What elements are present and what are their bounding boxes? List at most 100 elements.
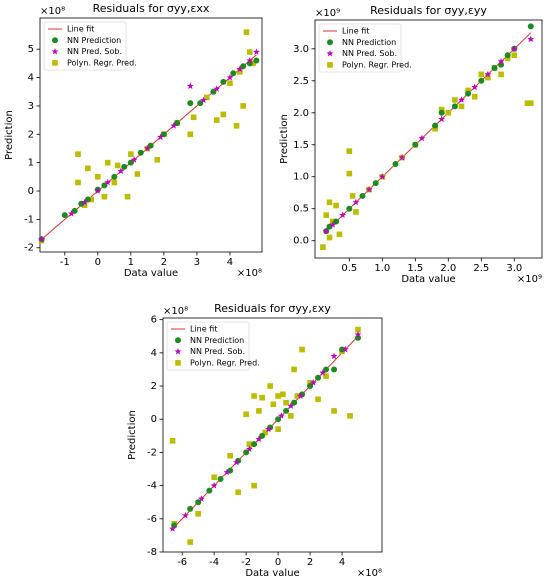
sob-point <box>143 144 151 152</box>
sob-point <box>378 173 386 180</box>
nn-point <box>451 103 458 110</box>
sob-point <box>117 167 125 175</box>
poly-point <box>240 103 246 109</box>
x-tick-label: 1 <box>128 257 134 268</box>
sob-point <box>330 352 338 360</box>
sob-point <box>398 153 406 161</box>
poly-point <box>124 193 131 200</box>
poly-point <box>220 111 227 118</box>
legend-box <box>166 321 250 371</box>
nn-point <box>331 366 338 373</box>
poly-point <box>243 29 250 35</box>
poly-point <box>349 193 356 199</box>
x-tick-label: 0 <box>95 257 101 268</box>
sob-point <box>319 369 327 376</box>
nn-point <box>127 159 134 166</box>
nn-point <box>84 196 91 203</box>
poly-point <box>307 379 313 386</box>
y-axis-label: Prediction <box>279 114 290 164</box>
nn-point <box>283 407 290 414</box>
sob-point <box>236 65 244 72</box>
y-tick-label: 0.0 <box>293 236 309 247</box>
poly-point <box>458 103 465 110</box>
poly-point <box>175 360 181 366</box>
poly-point <box>246 49 253 55</box>
poly-point <box>246 441 253 447</box>
poly-point <box>333 202 339 209</box>
poly-point <box>323 212 330 218</box>
sob-point <box>157 133 164 141</box>
nn-point <box>465 90 472 97</box>
x-tick-label: 4 <box>227 257 233 268</box>
subplot: Residuals for σyy,εxx Data value Predictio… <box>4 2 263 279</box>
sob-point <box>51 48 59 55</box>
sob-point <box>471 83 479 91</box>
poly-point <box>187 131 194 138</box>
sob-point <box>245 445 253 453</box>
x-tick-label: 2.0 <box>440 263 456 274</box>
legend-label: Polyn. Regr. Pred. <box>342 60 412 69</box>
poly-point <box>280 391 286 398</box>
x-tick-label: -1 <box>60 257 70 268</box>
nn-point <box>326 223 333 230</box>
y-tick-label: -8 <box>147 547 157 558</box>
legend-label: Polyn. Regr. Pred. <box>67 58 137 67</box>
sob-point <box>197 495 205 502</box>
x-tick-label: -6 <box>177 557 187 568</box>
nn-point <box>147 142 154 149</box>
legend-label: NN Prediction <box>67 36 121 45</box>
poly-point <box>347 413 353 419</box>
poly-point <box>346 148 353 154</box>
x-offset-label: ×10⁸ <box>237 268 262 279</box>
poly-point <box>111 179 118 186</box>
sob-point <box>213 85 221 92</box>
nn-point <box>197 100 204 107</box>
poly-point <box>52 60 58 66</box>
poly-point <box>190 114 197 121</box>
y-tick-label: 3.0 <box>293 44 309 55</box>
poly-point <box>432 125 438 132</box>
poly-point <box>327 62 333 68</box>
poly-point <box>237 69 243 75</box>
poly-point <box>227 452 233 459</box>
poly-point <box>85 165 91 172</box>
y-tick-label: 2.0 <box>293 108 309 119</box>
nn-point <box>251 441 258 448</box>
x-tick-label: -2 <box>241 557 251 568</box>
poly-point <box>438 106 445 113</box>
poly-point <box>233 122 240 129</box>
poly-point <box>114 162 121 169</box>
poly-point <box>294 393 301 399</box>
poly-point <box>195 511 201 517</box>
nn-point <box>372 180 379 187</box>
y-tick-label: 2.5 <box>293 76 309 87</box>
x-axis-label: Data value <box>124 268 178 279</box>
sob-point <box>297 392 304 399</box>
nn-point <box>478 77 485 84</box>
y-offset-label: ×10⁸ <box>40 6 65 17</box>
poly-point <box>187 539 193 545</box>
poly-point <box>250 60 256 67</box>
legend-label: NN Prediction <box>190 336 244 345</box>
nn-point <box>71 207 78 214</box>
y-tick-label: 1.5 <box>293 140 309 151</box>
y-tick-label: -1 <box>24 214 34 225</box>
nn-point <box>392 160 399 167</box>
subplot: Residuals for σyy,εyy Data value Predictio… <box>279 4 543 285</box>
sob-point <box>322 227 330 235</box>
poly-point <box>256 408 262 414</box>
sob-point <box>352 198 360 206</box>
poly-point <box>504 55 511 62</box>
nn-point <box>61 212 68 219</box>
poly-point <box>204 94 210 101</box>
x-tick-label: 4 <box>339 557 345 568</box>
poly-point <box>452 97 458 103</box>
poly-point <box>331 408 337 414</box>
sob-point <box>233 458 240 466</box>
poly-point <box>134 171 141 177</box>
legend-label: NN Prediction <box>342 38 396 47</box>
sob-point <box>186 82 194 89</box>
sob-point <box>510 45 518 52</box>
sob-point <box>38 235 46 243</box>
poly-point <box>259 394 265 401</box>
